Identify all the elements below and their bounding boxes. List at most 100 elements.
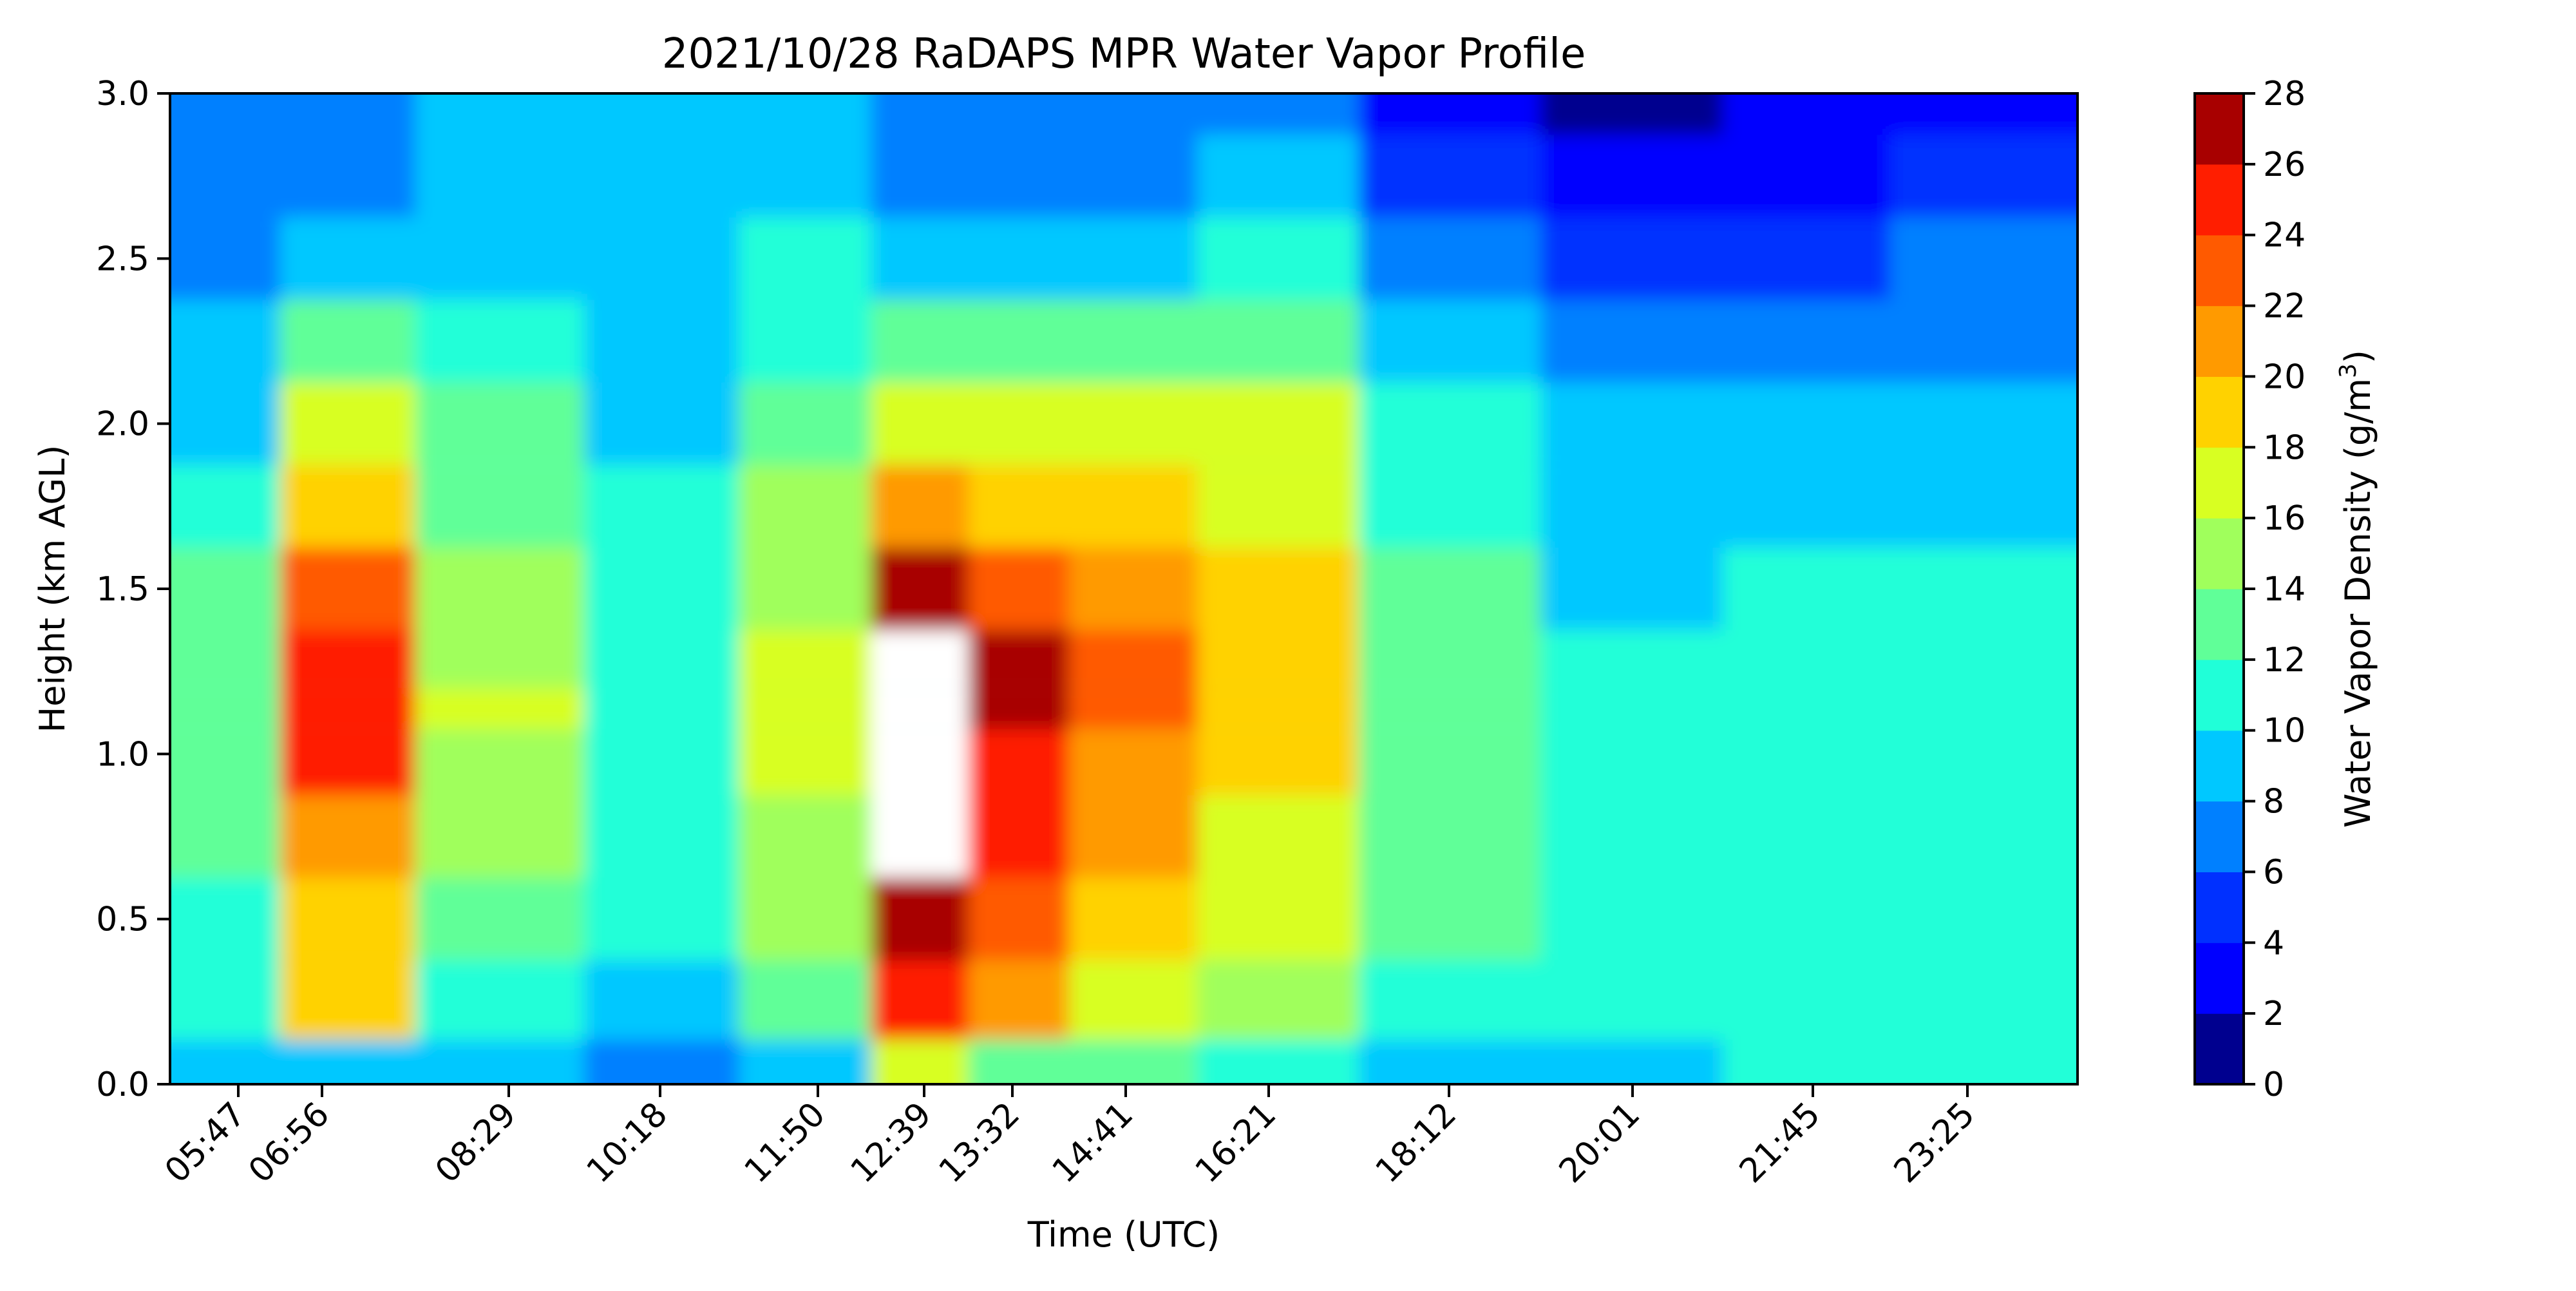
colorbar-segment bbox=[2195, 447, 2244, 519]
field-cell bbox=[1069, 547, 1197, 631]
y-tick-label: 1.0 bbox=[96, 735, 149, 774]
field-cell bbox=[1359, 630, 1541, 688]
field-cell bbox=[1197, 877, 1359, 961]
field-cell bbox=[415, 795, 585, 878]
field-cell bbox=[968, 729, 1069, 796]
y-tick-label: 1.5 bbox=[96, 570, 149, 609]
field-cell bbox=[415, 729, 585, 796]
field-cell bbox=[170, 93, 280, 135]
field-cell bbox=[1890, 93, 2078, 135]
field-cell bbox=[1540, 547, 1723, 631]
field-cell bbox=[1890, 795, 2078, 878]
field-cell bbox=[1069, 795, 1197, 878]
field-cell bbox=[170, 382, 280, 465]
field-cell bbox=[1197, 1039, 1359, 1084]
field-cell bbox=[739, 135, 871, 218]
field-cell bbox=[1359, 300, 1541, 383]
colorbar-segment bbox=[2195, 518, 2244, 589]
field-cell bbox=[1069, 630, 1197, 688]
colorbar-segment bbox=[2195, 93, 2244, 165]
colorbar-segment bbox=[2195, 659, 2244, 731]
colorbar-tick-label: 26 bbox=[2263, 146, 2306, 184]
field-cell bbox=[415, 1039, 585, 1084]
x-tick-label: 08:29 bbox=[428, 1095, 524, 1191]
field-cell bbox=[170, 1039, 280, 1084]
colorbar-segment bbox=[2195, 942, 2244, 1014]
field-cell bbox=[1197, 300, 1359, 383]
field-cell bbox=[415, 382, 585, 465]
field-cell bbox=[739, 729, 871, 796]
y-tick-label: 3.0 bbox=[96, 75, 149, 113]
field-cell bbox=[968, 687, 1069, 729]
field-cell bbox=[871, 217, 969, 300]
x-tick-label: 16:21 bbox=[1188, 1095, 1283, 1191]
field-cell bbox=[739, 687, 871, 729]
colorbar-segment bbox=[2195, 872, 2244, 943]
colorbar-label-text: Water Vapor Density (g/m bbox=[2338, 378, 2378, 828]
field-cell bbox=[1069, 135, 1197, 218]
field-cell bbox=[1890, 687, 2078, 729]
field-cell bbox=[871, 630, 969, 688]
field-cell bbox=[170, 630, 280, 688]
field-cell bbox=[871, 382, 969, 465]
field-cell bbox=[170, 464, 280, 548]
field-cell bbox=[1359, 93, 1541, 135]
field-cell bbox=[1890, 547, 2078, 631]
field-cell bbox=[1890, 382, 2078, 465]
field-cell bbox=[280, 1039, 415, 1084]
field-cell bbox=[1359, 687, 1541, 729]
field-cell bbox=[871, 547, 969, 631]
field-cell bbox=[415, 547, 585, 631]
field-cell bbox=[1540, 93, 1723, 135]
field-cell bbox=[871, 464, 969, 548]
field-cell bbox=[739, 877, 871, 961]
colorbar-tick-label: 14 bbox=[2263, 570, 2306, 609]
field-cell bbox=[871, 877, 969, 961]
field-cell bbox=[739, 630, 871, 688]
colorbar-label-sup: 3 bbox=[2335, 363, 2362, 378]
field-cell bbox=[1197, 135, 1359, 218]
field-cell bbox=[1069, 687, 1197, 729]
y-tick-label: 2.0 bbox=[96, 405, 149, 444]
field-cell bbox=[280, 135, 415, 218]
y-tick-label: 0.0 bbox=[96, 1066, 149, 1104]
x-tick-label: 12:39 bbox=[844, 1095, 939, 1191]
colorbar-segment bbox=[2195, 164, 2244, 236]
field-cell bbox=[415, 300, 585, 383]
field-cell bbox=[584, 960, 739, 1040]
field-cell bbox=[871, 729, 969, 796]
colorbar-segment bbox=[2195, 234, 2244, 307]
field-cell bbox=[584, 877, 739, 961]
field-cell bbox=[415, 464, 585, 548]
field-cell bbox=[1359, 729, 1541, 796]
y-axis-label: Height (km AGL) bbox=[32, 445, 73, 733]
field-cell bbox=[1723, 300, 1890, 383]
field-cell bbox=[1069, 960, 1197, 1040]
field-cell bbox=[1540, 135, 1723, 218]
field-cell bbox=[170, 877, 280, 961]
field-cell bbox=[1540, 1039, 1723, 1084]
x-tick-label: 18:12 bbox=[1368, 1095, 1464, 1191]
field-cell bbox=[415, 93, 585, 135]
field-cell bbox=[1359, 135, 1541, 218]
field-cell bbox=[1069, 382, 1197, 465]
field-cell bbox=[584, 93, 739, 135]
colorbar-label-suffix: ) bbox=[2338, 350, 2378, 363]
field-cell bbox=[1069, 877, 1197, 961]
field-cell bbox=[280, 547, 415, 631]
field-cell bbox=[1197, 960, 1359, 1040]
field-cell bbox=[1723, 795, 1890, 878]
field-cell bbox=[280, 93, 415, 135]
field-cell bbox=[280, 795, 415, 878]
field-cell bbox=[1069, 729, 1197, 796]
field-cell bbox=[968, 1039, 1069, 1084]
field-cell bbox=[1540, 877, 1723, 961]
field-cell bbox=[739, 300, 871, 383]
field-cell bbox=[280, 877, 415, 961]
field-cell bbox=[968, 877, 1069, 961]
field-cell bbox=[1197, 729, 1359, 796]
field-cell bbox=[968, 300, 1069, 383]
colorbar-segment bbox=[2195, 589, 2244, 660]
x-tick-label: 05:47 bbox=[158, 1095, 253, 1191]
